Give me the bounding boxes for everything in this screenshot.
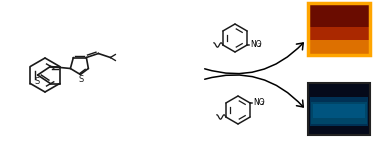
Bar <box>308 3 370 28</box>
Bar <box>311 102 367 124</box>
Bar <box>308 3 370 55</box>
Bar <box>308 27 370 40</box>
FancyArrowPatch shape <box>204 43 303 74</box>
Text: S: S <box>35 77 40 86</box>
FancyArrowPatch shape <box>204 75 303 107</box>
Text: NO: NO <box>253 98 265 107</box>
Text: S: S <box>79 75 84 84</box>
Bar <box>313 104 365 118</box>
Bar <box>308 83 370 135</box>
Text: 2: 2 <box>257 43 261 48</box>
Text: NO: NO <box>250 40 262 49</box>
Bar <box>308 40 370 55</box>
Text: 2: 2 <box>260 101 264 106</box>
Bar <box>310 97 368 126</box>
Bar <box>308 3 370 55</box>
Bar <box>308 83 370 135</box>
